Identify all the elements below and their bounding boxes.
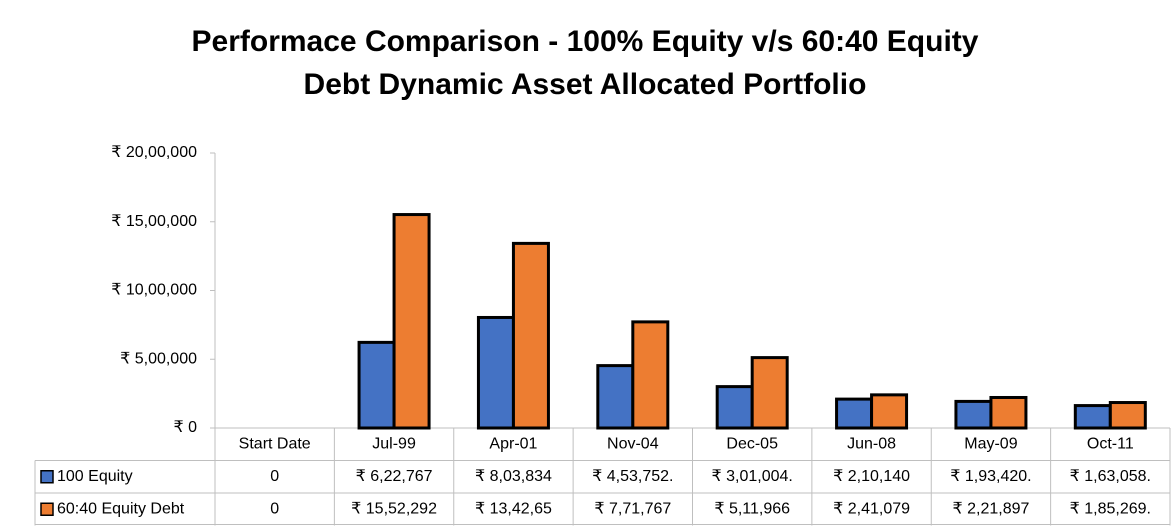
y-tick-label: ₹ 0	[173, 419, 197, 436]
chart-title: Performace Comparison - 100% Equity v/s …	[192, 25, 979, 58]
chart-title: Debt Dynamic Asset Allocated Portfolio	[304, 68, 867, 101]
table-cell: ₹ 15,52,292	[351, 500, 437, 517]
bar	[870, 393, 909, 430]
table-cell: ₹ 2,41,079	[833, 500, 910, 517]
table-cell: ₹ 2,10,140	[833, 468, 910, 485]
bar	[750, 356, 789, 430]
bar	[631, 320, 670, 430]
legend-key	[40, 470, 54, 484]
table-cell: ₹ 4,53,752.	[592, 468, 673, 485]
x-tick-label: Start Date	[239, 435, 311, 452]
table-cell: ₹ 3,01,004.	[712, 468, 793, 485]
table-cell: ₹ 7,71,767	[594, 500, 671, 517]
bar	[1073, 404, 1112, 430]
legend-label: 60:40 Equity Debt	[57, 500, 185, 517]
x-tick-label: Apr-01	[489, 435, 537, 452]
bar	[989, 395, 1028, 430]
table-cell: ₹ 1,63,058.	[1070, 468, 1151, 485]
bar	[357, 340, 396, 430]
table-cell: ₹ 2,21,897	[952, 500, 1029, 517]
table-cell: ₹ 5,11,966	[714, 500, 790, 517]
table-cell: ₹ 8,03,834	[475, 468, 552, 485]
table-cell: ₹ 13,42,65	[475, 500, 552, 517]
bar	[1108, 401, 1147, 430]
bar	[835, 397, 874, 430]
legend-label: 100 Equity	[57, 468, 133, 485]
y-tick-label: ₹ 5,00,000	[120, 350, 197, 367]
bar	[511, 241, 550, 430]
x-tick-label: Oct-11	[1087, 435, 1134, 452]
x-tick-label: Nov-04	[607, 435, 659, 452]
x-tick-label: Jun-08	[847, 435, 896, 452]
y-tick-label: ₹ 10,00,000	[111, 282, 197, 299]
bar	[715, 385, 754, 430]
legend-key	[40, 502, 54, 516]
table-cell: ₹ 1,93,420.	[950, 468, 1031, 485]
bar	[954, 399, 993, 430]
table-cell: 0	[270, 468, 279, 485]
bar	[392, 213, 431, 430]
y-tick-label: ₹ 15,00,000	[111, 213, 197, 230]
x-tick-label: Dec-05	[726, 435, 778, 452]
table-cell: ₹ 6,22,767	[356, 468, 433, 485]
x-tick-label: May-09	[964, 435, 1017, 452]
table-cell: 0	[270, 500, 279, 517]
y-tick-label: ₹ 20,00,000	[111, 144, 197, 161]
table-cell: ₹ 1,85,269.	[1070, 500, 1151, 517]
x-tick-label: Jul-99	[372, 435, 416, 452]
bar	[476, 315, 515, 430]
bar	[596, 364, 635, 430]
